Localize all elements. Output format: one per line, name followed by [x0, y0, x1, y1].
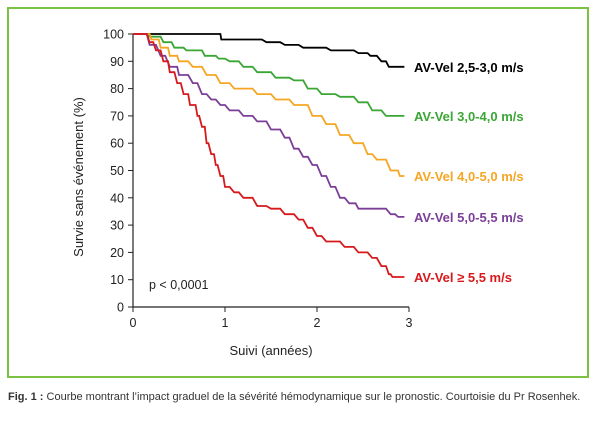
y-tick-label: 50	[110, 164, 124, 178]
figure-frame: 0 10 20 30 40 50 60 70 80 90 100 0 1 2 3 AV-Vel 2,5-3,…	[7, 7, 589, 378]
axes: 0 10 20 30 40 50 60 70 80 90 100 0 1 2 3	[103, 28, 412, 331]
series-label-2: AV-Vel 4,0-5,0 m/s	[414, 169, 524, 184]
series-label-3: AV-Vel 5,0-5,5 m/s	[414, 210, 524, 225]
series-line-1	[133, 33, 405, 117]
series-label-0: AV-Vel 2,5-3,0 m/s	[414, 60, 524, 75]
x-tick-label: 0	[130, 316, 137, 330]
figure-caption: Fig. 1 : Courbe montrant l’impact gradue…	[8, 390, 592, 405]
caption-label: Fig. 1 :	[8, 391, 44, 403]
y-tick-label: 80	[110, 82, 124, 96]
series-line-3	[133, 33, 405, 218]
series-line-4	[133, 33, 405, 278]
series-labels: AV-Vel 2,5-3,0 m/s AV-Vel 3,0-4,0 m/s AV-V…	[414, 60, 524, 285]
y-tick-label: 40	[110, 191, 124, 205]
series-line-0	[133, 33, 405, 68]
x-tick-label: 3	[406, 316, 413, 330]
y-axis-label: Survie sans événement (%)	[71, 97, 86, 257]
x-tick-label: 1	[222, 316, 229, 330]
caption-text: Courbe montrant l’impact graduel de la s…	[46, 391, 581, 403]
y-tick-label: 10	[110, 273, 124, 287]
survival-curves	[133, 33, 405, 278]
y-tick-label: 100	[103, 28, 124, 42]
km-chart: 0 10 20 30 40 50 60 70 80 90 100 0 1 2 3 AV-Vel 2,5-3,…	[71, 28, 524, 359]
x-axis-label: Suivi (années)	[229, 343, 312, 358]
series-label-1: AV-Vel 3,0-4,0 m/s	[414, 109, 524, 124]
y-tick-label: 90	[110, 55, 124, 69]
y-tick-label: 0	[117, 301, 124, 315]
p-value-annotation: p < 0,0001	[149, 278, 208, 292]
y-tick-label: 30	[110, 219, 124, 233]
series-label-4: AV-Vel ≥ 5,5 m/s	[414, 270, 512, 285]
y-tick-label: 70	[110, 109, 124, 123]
y-tick-label: 20	[110, 246, 124, 260]
y-tick-label: 60	[110, 137, 124, 151]
x-tick-label: 2	[314, 316, 321, 330]
series-line-2	[133, 33, 405, 177]
